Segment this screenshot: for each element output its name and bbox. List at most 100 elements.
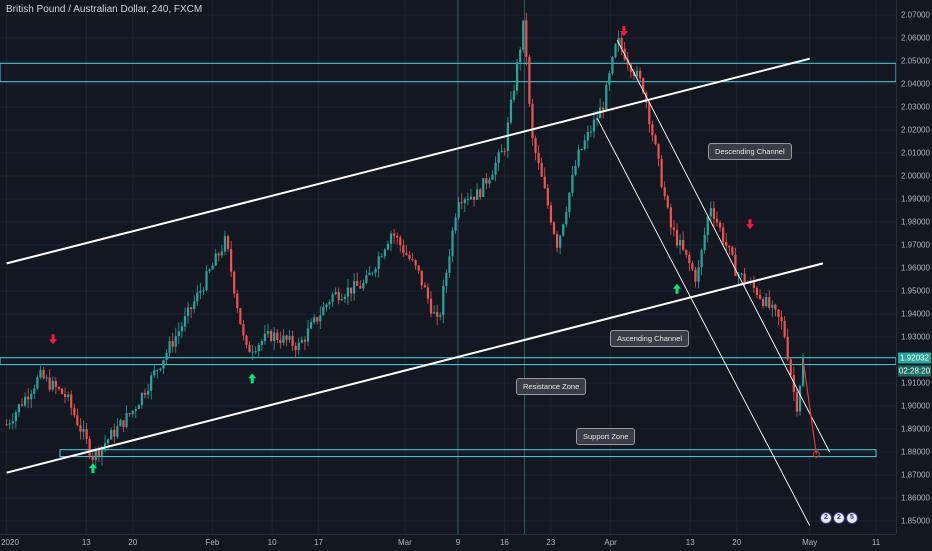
candle-body — [110, 430, 113, 440]
time-tick: May — [802, 538, 818, 547]
candle-body — [60, 388, 64, 395]
candle-body — [340, 298, 343, 301]
candle-body — [353, 281, 356, 294]
candle-body — [586, 131, 589, 141]
price-tick: 1.91000 — [901, 378, 930, 388]
candle-body — [758, 295, 762, 299]
candle-body — [537, 152, 540, 164]
candle-body — [685, 249, 688, 255]
price-tick: 1.94000 — [901, 309, 930, 319]
candle-body — [374, 269, 377, 273]
candle-body — [33, 388, 36, 394]
candle-body — [365, 275, 368, 283]
candle-body — [257, 344, 260, 352]
upper-resistance-zone — [0, 62, 897, 83]
candle-body — [540, 163, 543, 177]
countdown-badge: 02:28:20 — [898, 365, 931, 377]
candle-body — [429, 298, 433, 314]
candle-body — [356, 281, 359, 286]
price-tick: 1.99000 — [901, 194, 930, 204]
candle-body — [91, 455, 94, 461]
candle-body — [239, 308, 242, 325]
candle-body — [279, 340, 282, 343]
candle-body — [337, 292, 340, 301]
arrow-up-icon — [672, 283, 681, 294]
candle-body — [392, 233, 396, 236]
price-axis[interactable]: 1.92032 02:28:20 2.07000 2.06000 2.05000 2.… — [896, 0, 932, 534]
candle-body — [423, 285, 426, 288]
candle-body — [100, 446, 104, 457]
candle-body — [780, 317, 783, 321]
price-tick: 2.07000 — [901, 10, 930, 20]
candle-body — [580, 148, 583, 150]
candle-body — [107, 439, 110, 444]
time-axis[interactable]: 2020 13 20 Feb 10 17 Mar 9 16 23 Apr 13 20 May 11 — [0, 534, 896, 551]
candle-body — [76, 415, 79, 426]
candle-body — [626, 59, 629, 65]
ascending-channel-callout: Ascending Channel — [610, 330, 690, 347]
candle-body — [260, 341, 263, 345]
candle-body — [651, 124, 654, 136]
candle-body — [233, 271, 236, 294]
candle-body — [706, 216, 709, 235]
candle-body — [282, 335, 285, 343]
candle-body — [617, 37, 620, 45]
candle-body — [42, 369, 45, 379]
candle-body — [51, 380, 54, 390]
candle-body — [183, 316, 187, 327]
candle-body — [743, 273, 746, 283]
candle-body — [20, 404, 24, 406]
candle-body — [700, 249, 703, 268]
candle-body — [414, 260, 417, 266]
candle-body — [801, 357, 805, 386]
candle-body — [223, 236, 227, 252]
candle-body — [635, 70, 639, 76]
price-tick: 1.89000 — [901, 424, 930, 434]
candle-body — [436, 312, 439, 317]
candle-body — [199, 290, 202, 293]
candle-body — [476, 189, 479, 200]
support-zone-callout: Support Zone — [576, 428, 636, 445]
ascending-channel-upper — [6, 57, 810, 265]
candle-body — [608, 73, 611, 85]
time-tick: 20 — [732, 538, 742, 547]
candle-body — [731, 247, 734, 255]
arrow-down-icon — [619, 26, 628, 37]
candle-body — [193, 301, 196, 310]
candle-body — [303, 339, 307, 342]
candle-body — [614, 44, 617, 58]
candle-body — [143, 392, 147, 395]
candle-body — [140, 392, 144, 406]
candle-body — [103, 443, 107, 447]
price-tick: 1.85000 — [901, 516, 930, 526]
arrow-down-icon — [49, 334, 58, 345]
candle-body — [420, 270, 423, 286]
price-tick: 1.90000 — [901, 401, 930, 411]
candle-body — [36, 377, 39, 389]
channel-lines[interactable] — [6, 40, 831, 526]
candle-body — [8, 423, 11, 425]
candle-body — [669, 207, 672, 228]
candle-body — [208, 269, 211, 272]
candle-body — [217, 253, 220, 256]
candle-body — [534, 138, 537, 153]
candle-body — [479, 189, 482, 198]
candle-body — [645, 92, 648, 103]
candle-body — [368, 272, 371, 276]
time-tick: 23 — [546, 538, 556, 547]
candle-body — [211, 265, 214, 270]
candle-body — [675, 230, 679, 246]
candle-body — [718, 222, 722, 228]
candle-body — [694, 269, 697, 282]
support-zone — [59, 449, 877, 458]
candle-body — [248, 344, 251, 353]
candle-body — [549, 205, 553, 223]
candle-body — [672, 227, 676, 231]
candle-body — [5, 424, 8, 426]
candle-body — [300, 339, 303, 343]
candle-body — [54, 380, 57, 388]
candle-body — [380, 256, 383, 258]
candle-body — [629, 64, 632, 72]
candle-body — [63, 394, 67, 397]
